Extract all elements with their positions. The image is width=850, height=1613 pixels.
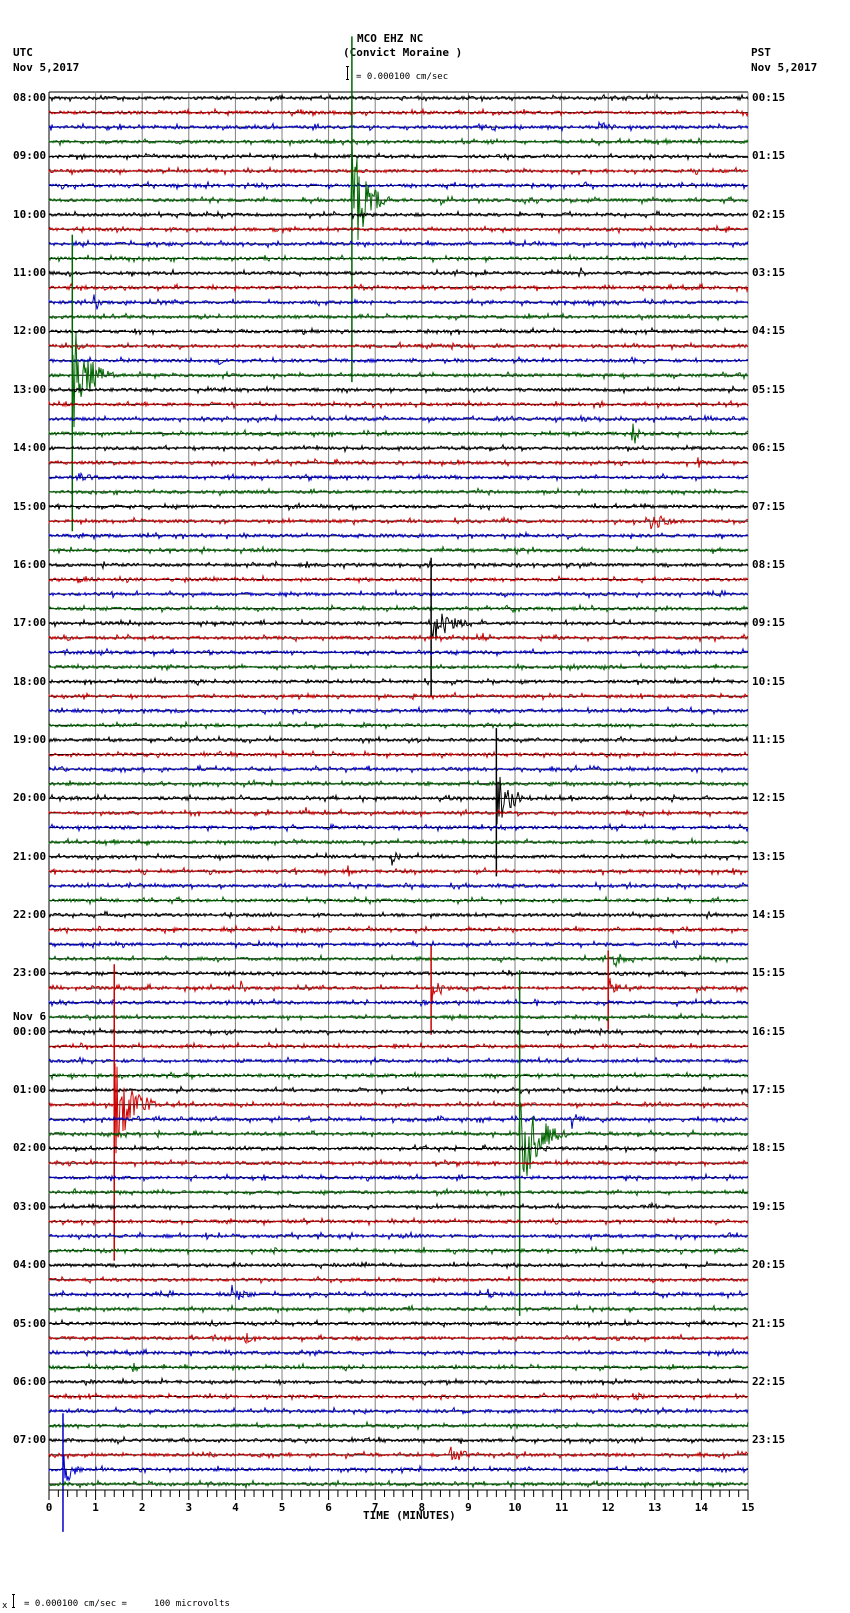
pst-hour-label: 23:15 — [752, 1433, 786, 1447]
x-tick-label: 15 — [741, 1501, 754, 1514]
utc-hour-label: 19:00 — [13, 732, 47, 746]
utc-hour-label: 21:00 — [13, 849, 47, 863]
x-tick-label: 1 — [92, 1501, 99, 1514]
utc-hour-label: 15:00 — [13, 499, 47, 513]
pst-hour-label: 02:15 — [752, 207, 786, 221]
pst-hour-label: 18:15 — [752, 1141, 786, 1155]
utc-hour-label: 16:00 — [13, 557, 47, 571]
utc-hour-label: 01:00 — [13, 1083, 47, 1097]
utc-hour-label: 08:00 — [13, 91, 47, 104]
pst-hour-label: 06:15 — [752, 441, 786, 455]
utc-hour-label: 18:00 — [13, 674, 47, 688]
utc-hour-label: 11:00 — [13, 266, 47, 280]
pst-hour-label: 14:15 — [752, 908, 786, 922]
scale-text: = 0.000100 cm/sec — [356, 72, 449, 82]
x-tick-label: 5 — [279, 1501, 286, 1514]
x-tick-label: 0 — [46, 1501, 53, 1514]
pst-hour-label: 17:15 — [752, 1083, 786, 1097]
pst-hour-label: 22:15 — [752, 1374, 786, 1388]
footer-scale-bar-icon — [12, 1594, 15, 1608]
x-tick-label: 10 — [508, 1501, 521, 1514]
pst-hour-label: 20:15 — [752, 1258, 786, 1272]
pst-hour-label: 00:15 — [752, 91, 786, 104]
x-tick-label: 2 — [139, 1501, 146, 1514]
pst-hour-label: 01:15 — [752, 149, 786, 163]
scale-bar-icon — [346, 66, 349, 80]
pst-hour-label: 08:15 — [752, 557, 786, 571]
utc-hour-label: 17:00 — [13, 616, 47, 630]
x-tick-label: 4 — [232, 1501, 239, 1514]
utc-hour-label: 10:00 — [13, 207, 47, 221]
pst-hour-label: 16:15 — [752, 1024, 786, 1038]
utc-hour-label: 02:00 — [13, 1141, 47, 1155]
pst-hour-label: 09:15 — [752, 616, 786, 630]
utc-hour-label: 07:00 — [13, 1433, 47, 1447]
left-timezone: UTC — [13, 46, 33, 59]
utc-hour-label: 13:00 — [13, 382, 47, 396]
pst-hour-label: 04:15 — [752, 324, 786, 338]
x-tick-label: 3 — [185, 1501, 192, 1514]
pst-hour-label: 11:15 — [752, 732, 786, 746]
utc-hour-label: 14:00 — [13, 441, 47, 455]
utc-hour-label: 22:00 — [13, 908, 47, 922]
station-location: (Convict Moraine ) — [343, 46, 463, 59]
footer-prefix: x — [2, 1601, 8, 1611]
x-tick-label: 14 — [695, 1501, 709, 1514]
pst-hour-label: 19:15 — [752, 1199, 786, 1213]
pst-hour-label: 15:15 — [752, 966, 786, 980]
x-tick-label: 12 — [602, 1501, 615, 1514]
pst-hour-label: 13:15 — [752, 849, 786, 863]
utc-hour-label: 04:00 — [13, 1258, 47, 1272]
utc-hour-label: 09:00 — [13, 149, 47, 163]
utc-hour-label: Nov 6 — [13, 1010, 47, 1024]
pst-hour-label: 03:15 — [752, 266, 786, 280]
x-tick-label: 11 — [555, 1501, 569, 1514]
pst-hour-label: 07:15 — [752, 499, 786, 513]
left-date: Nov 5,2017 — [13, 61, 80, 74]
x-axis-label: TIME (MINUTES) — [363, 1509, 456, 1522]
pst-hour-label: 21:15 — [752, 1316, 786, 1330]
right-timezone: PST — [751, 46, 771, 59]
station-title: MCO EHZ NC — [357, 32, 424, 45]
footer-scale-note: = 0.000100 cm/sec = 100 microvolts — [24, 1599, 230, 1609]
utc-hour-label: 03:00 — [13, 1199, 47, 1213]
x-tick-label: 9 — [465, 1501, 472, 1514]
pst-hour-label: 05:15 — [752, 382, 786, 396]
x-tick-label: 8 — [418, 1501, 425, 1514]
utc-hour-label: 23:00 — [13, 966, 47, 980]
utc-hour-label: 00:00 — [13, 1024, 47, 1038]
right-date: Nov 5,2017 — [751, 61, 818, 74]
x-tick-label: 6 — [325, 1501, 332, 1514]
utc-hour-label: 05:00 — [13, 1316, 47, 1330]
x-tick-label: 7 — [372, 1501, 379, 1514]
utc-hour-label: 06:00 — [13, 1374, 47, 1388]
pst-hour-label: 12:15 — [752, 791, 786, 805]
utc-hour-label: 20:00 — [13, 791, 47, 805]
utc-hour-label: 12:00 — [13, 324, 47, 338]
x-tick-label: 13 — [648, 1501, 661, 1514]
pst-hour-label: 10:15 — [752, 674, 786, 688]
